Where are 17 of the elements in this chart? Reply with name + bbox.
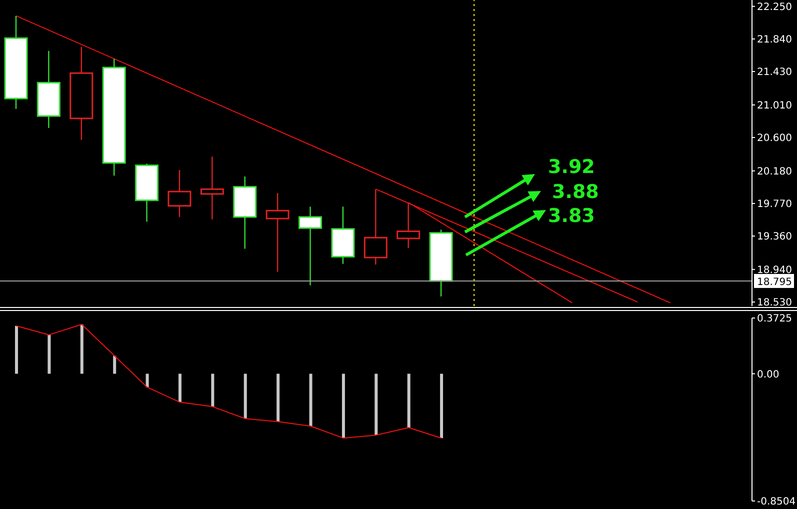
y-tick-label: 22.250 [757, 2, 792, 13]
y-tick-label: 0.3725 [757, 314, 792, 325]
y-tick-label: 18.530 [757, 298, 792, 309]
y-tick-label: -0.8504 [757, 496, 796, 508]
y-tick-label: 21.010 [757, 100, 792, 112]
y-tick-label: 18.940 [757, 264, 792, 276]
y-tick-label: 19.360 [757, 232, 792, 243]
y-tick-label: 20.600 [757, 133, 792, 144]
ref-line-label: 18.795 [757, 276, 792, 288]
annotation: 3.92 [548, 156, 595, 178]
y-tick-label: 21.840 [757, 34, 792, 46]
annotation: 3.83 [548, 205, 595, 227]
y-tick-label: 20.180 [757, 166, 792, 178]
y-tick-label: 0.00 [757, 369, 780, 380]
y-tick-label: 21.430 [757, 67, 792, 78]
annotation: 3.88 [552, 181, 599, 203]
y-tick-label: 19.770 [757, 199, 792, 210]
